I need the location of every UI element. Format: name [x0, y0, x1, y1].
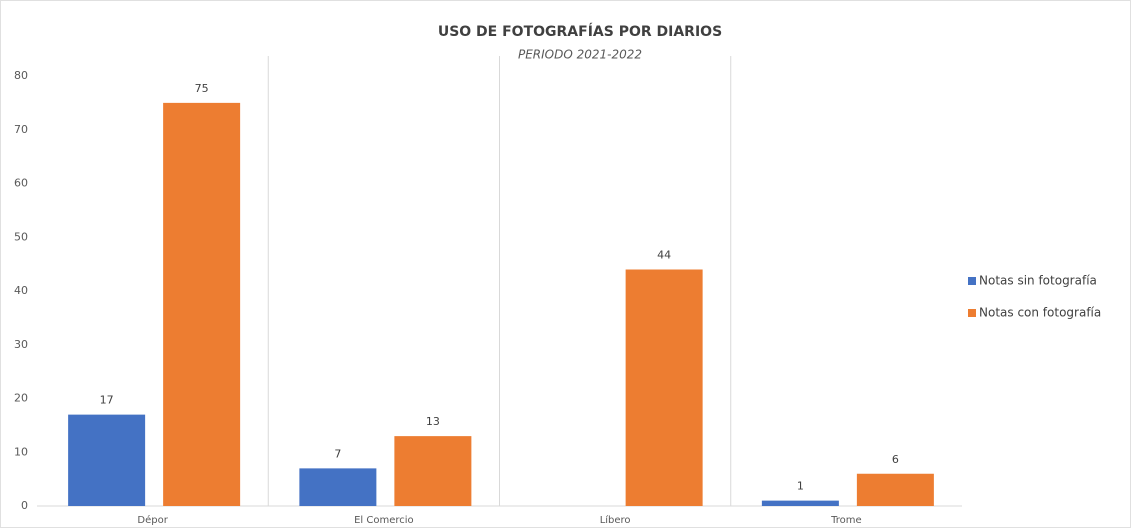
bar	[68, 414, 146, 506]
value-label: 1	[797, 480, 804, 493]
x-tick-label: El Comercio	[354, 515, 414, 526]
value-label: 6	[892, 453, 899, 466]
y-tick-label: 50	[14, 230, 28, 243]
x-tick-label: Dépor	[137, 514, 168, 526]
value-label: 13	[426, 415, 440, 428]
y-tick-label: 30	[14, 338, 28, 351]
y-tick-label: 70	[14, 123, 28, 136]
bar	[761, 500, 839, 506]
legend-swatch	[968, 277, 976, 285]
legend-swatch	[968, 309, 976, 317]
y-tick-label: 20	[14, 392, 28, 405]
bar	[394, 436, 472, 506]
chart-subtitle: PERIODO 2021-2022	[518, 48, 642, 62]
value-label: 17	[100, 394, 114, 407]
y-tick-label: 10	[14, 445, 28, 458]
value-label: 7	[334, 447, 341, 460]
bar	[299, 468, 377, 506]
y-tick-label: 40	[14, 284, 28, 297]
value-label: 75	[195, 82, 209, 95]
bar	[625, 269, 703, 506]
y-tick-label: 60	[14, 177, 28, 190]
x-tick-label: Líbero	[600, 514, 631, 526]
legend-label: Notas con fotografía	[979, 306, 1101, 320]
y-tick-label: 80	[14, 69, 28, 82]
chart-title: USO DE FOTOGRAFÍAS POR DIARIOS	[438, 23, 722, 40]
y-tick-label: 0	[21, 499, 28, 512]
bar	[163, 102, 241, 506]
legend-label: Notas sin fotografía	[979, 274, 1097, 288]
x-tick-label: Trome	[830, 515, 862, 526]
value-label: 44	[657, 249, 671, 262]
bar	[856, 473, 934, 506]
